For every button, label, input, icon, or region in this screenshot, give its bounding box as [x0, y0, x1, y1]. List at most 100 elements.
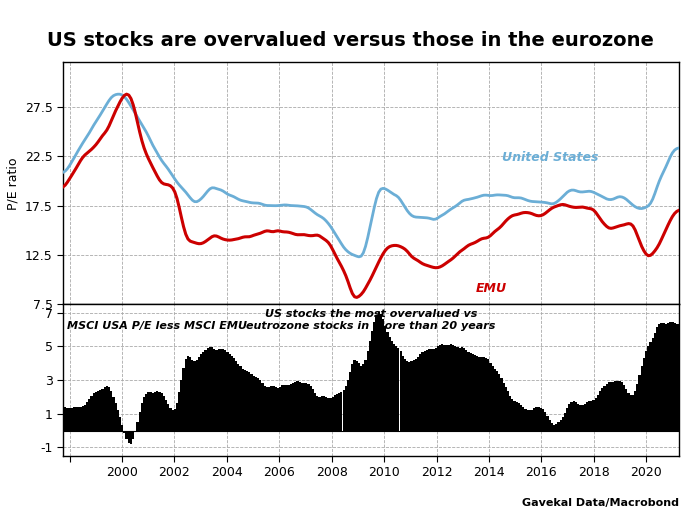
Bar — [305, 383, 307, 430]
Bar — [307, 384, 309, 430]
Bar — [630, 395, 632, 430]
Bar — [69, 408, 71, 430]
Bar — [299, 382, 301, 430]
Bar — [470, 353, 472, 430]
Bar — [437, 346, 439, 430]
Bar — [542, 409, 544, 430]
Bar — [673, 323, 676, 430]
Bar — [428, 349, 430, 430]
Bar — [478, 357, 481, 430]
Y-axis label: P/E ratio: P/E ratio — [6, 157, 19, 210]
Bar — [577, 404, 580, 430]
Bar — [452, 345, 454, 430]
Bar — [454, 347, 456, 430]
Bar — [640, 366, 643, 430]
Bar — [202, 352, 204, 430]
Bar — [435, 348, 437, 430]
Bar — [316, 396, 319, 430]
Bar — [547, 416, 549, 430]
Bar — [419, 354, 421, 430]
Bar — [507, 392, 509, 430]
Bar — [251, 374, 253, 430]
Bar — [220, 349, 222, 430]
Bar — [531, 410, 533, 430]
Bar — [500, 378, 503, 430]
Bar — [286, 385, 288, 430]
Bar — [198, 357, 200, 430]
Bar — [384, 326, 386, 430]
Bar — [406, 362, 408, 430]
Bar — [540, 408, 542, 430]
Bar — [377, 312, 380, 430]
Bar — [505, 387, 507, 430]
Bar — [439, 345, 441, 430]
Bar — [145, 394, 148, 430]
Bar — [362, 365, 365, 430]
Bar — [185, 359, 187, 430]
Bar — [231, 356, 233, 430]
Bar — [279, 387, 281, 430]
Bar — [463, 348, 466, 430]
Bar — [619, 381, 621, 430]
Bar — [424, 351, 426, 430]
Bar — [557, 422, 559, 430]
Text: US stocks are overvalued versus those in the eurozone: US stocks are overvalued versus those in… — [47, 31, 653, 50]
Bar — [398, 348, 400, 430]
Bar — [218, 350, 220, 430]
Bar — [643, 358, 645, 430]
Bar — [483, 357, 485, 430]
Text: EMU: EMU — [476, 282, 507, 295]
Bar — [88, 399, 90, 430]
Bar — [303, 383, 305, 430]
Bar — [154, 392, 156, 430]
Bar — [526, 410, 528, 430]
Bar — [601, 388, 603, 430]
Bar — [498, 374, 500, 430]
Bar — [580, 405, 582, 430]
Bar — [472, 354, 474, 430]
Bar — [369, 341, 371, 430]
Bar — [165, 399, 167, 430]
Bar — [167, 404, 169, 430]
Bar — [528, 410, 531, 430]
Bar — [338, 393, 340, 430]
Bar — [340, 392, 342, 430]
Bar — [375, 314, 377, 430]
Bar — [582, 405, 584, 430]
Bar — [669, 322, 671, 430]
Bar — [476, 356, 478, 430]
Bar — [110, 391, 112, 430]
Bar — [441, 344, 443, 430]
Bar — [509, 396, 511, 430]
Bar — [461, 348, 463, 430]
Bar — [654, 333, 656, 430]
Bar — [332, 397, 334, 430]
Bar — [134, 430, 136, 431]
Bar — [638, 375, 640, 430]
Bar — [64, 407, 67, 430]
Bar — [62, 406, 64, 430]
Bar — [92, 393, 95, 430]
Bar — [312, 389, 314, 430]
Text: MSCI USA P/E less MSCI EMU: MSCI USA P/E less MSCI EMU — [67, 321, 247, 331]
Bar — [141, 403, 143, 430]
Bar — [485, 358, 487, 430]
Bar — [402, 356, 404, 430]
Bar — [246, 371, 248, 430]
Bar — [239, 366, 241, 430]
Bar — [511, 399, 514, 430]
Bar — [660, 323, 663, 430]
Bar — [561, 417, 564, 430]
Bar — [371, 331, 373, 430]
Bar — [445, 345, 448, 430]
Bar — [174, 409, 176, 430]
Bar — [367, 351, 369, 430]
Bar — [615, 381, 617, 430]
Bar — [573, 401, 575, 430]
Bar — [187, 356, 189, 430]
Bar — [266, 387, 268, 430]
Bar — [284, 385, 286, 430]
Bar — [489, 363, 491, 430]
Bar — [176, 403, 178, 430]
Bar — [193, 361, 195, 430]
